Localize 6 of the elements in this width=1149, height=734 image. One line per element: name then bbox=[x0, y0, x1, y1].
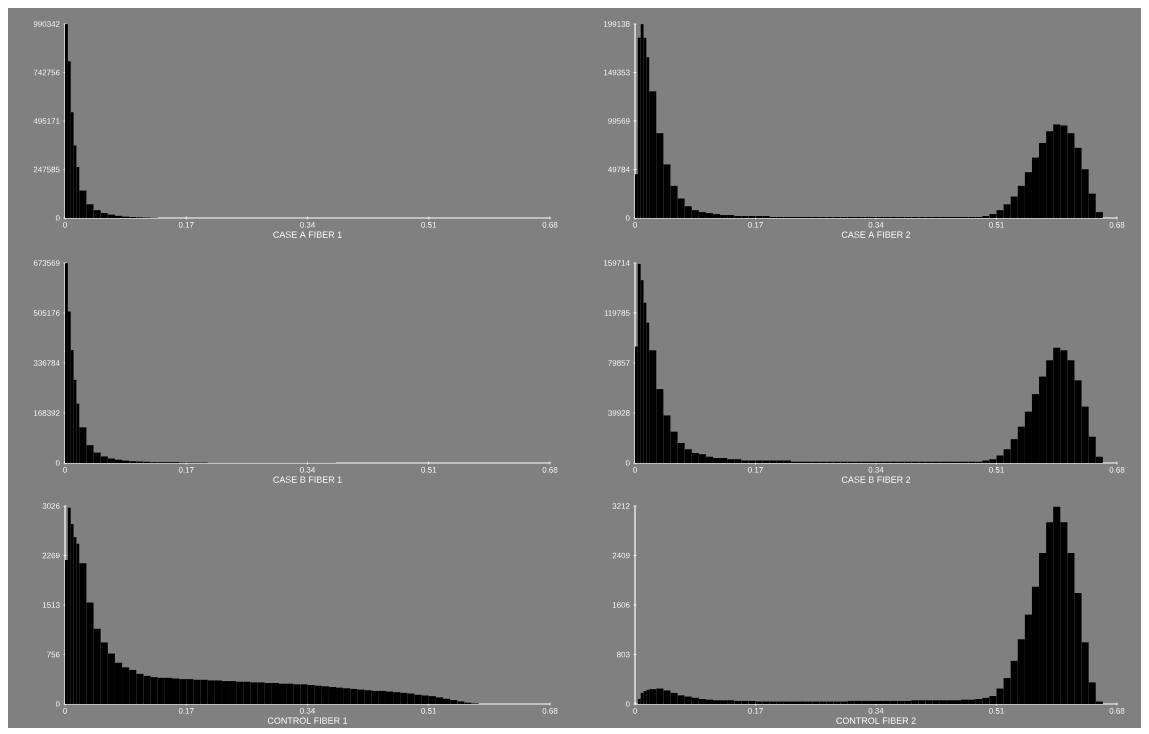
x-axis-title: CASE B FIBER 2 bbox=[841, 476, 911, 483]
x-axis-title: CASE A FIBER 1 bbox=[273, 231, 342, 238]
x-axis-title: CONTROL FIBER 1 bbox=[267, 717, 348, 724]
x-axis-title: CASE B FIBER 1 bbox=[273, 476, 342, 483]
x-axis-title: CONTROL FIBER 2 bbox=[836, 717, 916, 724]
x-axis-title: CASE A FIBER 2 bbox=[841, 231, 911, 238]
